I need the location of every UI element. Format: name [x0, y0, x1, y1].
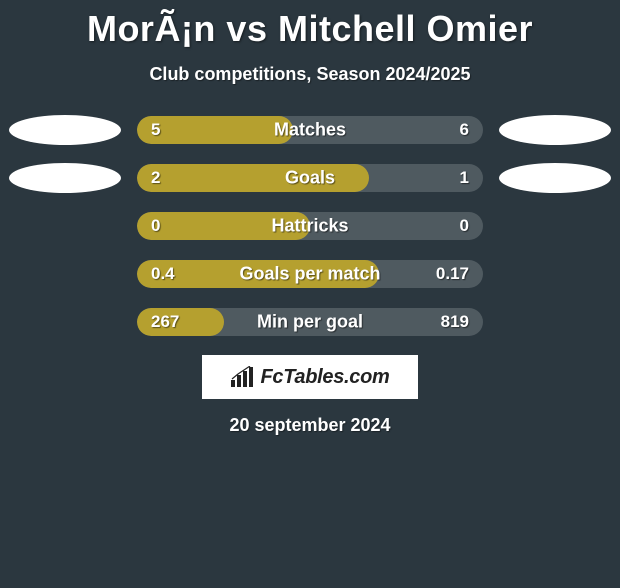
stat-label: Matches	[274, 120, 346, 141]
stat-label: Goals per match	[239, 264, 380, 285]
left-ellipse	[9, 115, 121, 145]
stat-bar: 5 Matches 6	[137, 116, 483, 144]
stat-left-value: 2	[151, 168, 160, 188]
stat-right-value: 6	[460, 120, 469, 140]
stat-bar: 0.4 Goals per match 0.17	[137, 260, 483, 288]
stat-left-value: 0	[151, 216, 160, 236]
stat-row: 267 Min per goal 819	[0, 307, 620, 337]
stat-left-value: 5	[151, 120, 160, 140]
left-ellipse	[9, 259, 121, 289]
stat-bar: 0 Hattricks 0	[137, 212, 483, 240]
right-ellipse	[499, 211, 611, 241]
stat-rows: 5 Matches 6 2 Goals 1 0 Hattricks 0 0.4 Goals per …	[0, 115, 620, 337]
stat-row: 0.4 Goals per match 0.17	[0, 259, 620, 289]
left-ellipse	[9, 211, 121, 241]
comparison-subtitle: Club competitions, Season 2024/2025	[0, 64, 620, 85]
stat-label: Hattricks	[271, 216, 348, 237]
stat-right-value: 0	[460, 216, 469, 236]
comparison-title: MorÃ¡n vs Mitchell Omier	[0, 8, 620, 50]
stat-right-value: 1	[460, 168, 469, 188]
stat-label: Goals	[285, 168, 335, 189]
right-ellipse	[499, 163, 611, 193]
right-ellipse	[499, 259, 611, 289]
stat-bar-fill	[137, 308, 224, 336]
right-ellipse	[499, 115, 611, 145]
stat-right-value: 819	[441, 312, 469, 332]
left-ellipse	[9, 163, 121, 193]
stat-row: 5 Matches 6	[0, 115, 620, 145]
stat-bar: 267 Min per goal 819	[137, 308, 483, 336]
stat-right-value: 0.17	[436, 264, 469, 284]
stat-left-value: 0.4	[151, 264, 175, 284]
stat-row: 0 Hattricks 0	[0, 211, 620, 241]
logo-box: FcTables.com	[202, 355, 418, 399]
stat-label: Min per goal	[257, 312, 363, 333]
chart-icon	[230, 366, 256, 388]
left-ellipse	[9, 307, 121, 337]
stat-row: 2 Goals 1	[0, 163, 620, 193]
date-line: 20 september 2024	[0, 415, 620, 436]
stat-bar: 2 Goals 1	[137, 164, 483, 192]
logo-text: FcTables.com	[260, 366, 389, 389]
stat-left-value: 267	[151, 312, 179, 332]
right-ellipse	[499, 307, 611, 337]
